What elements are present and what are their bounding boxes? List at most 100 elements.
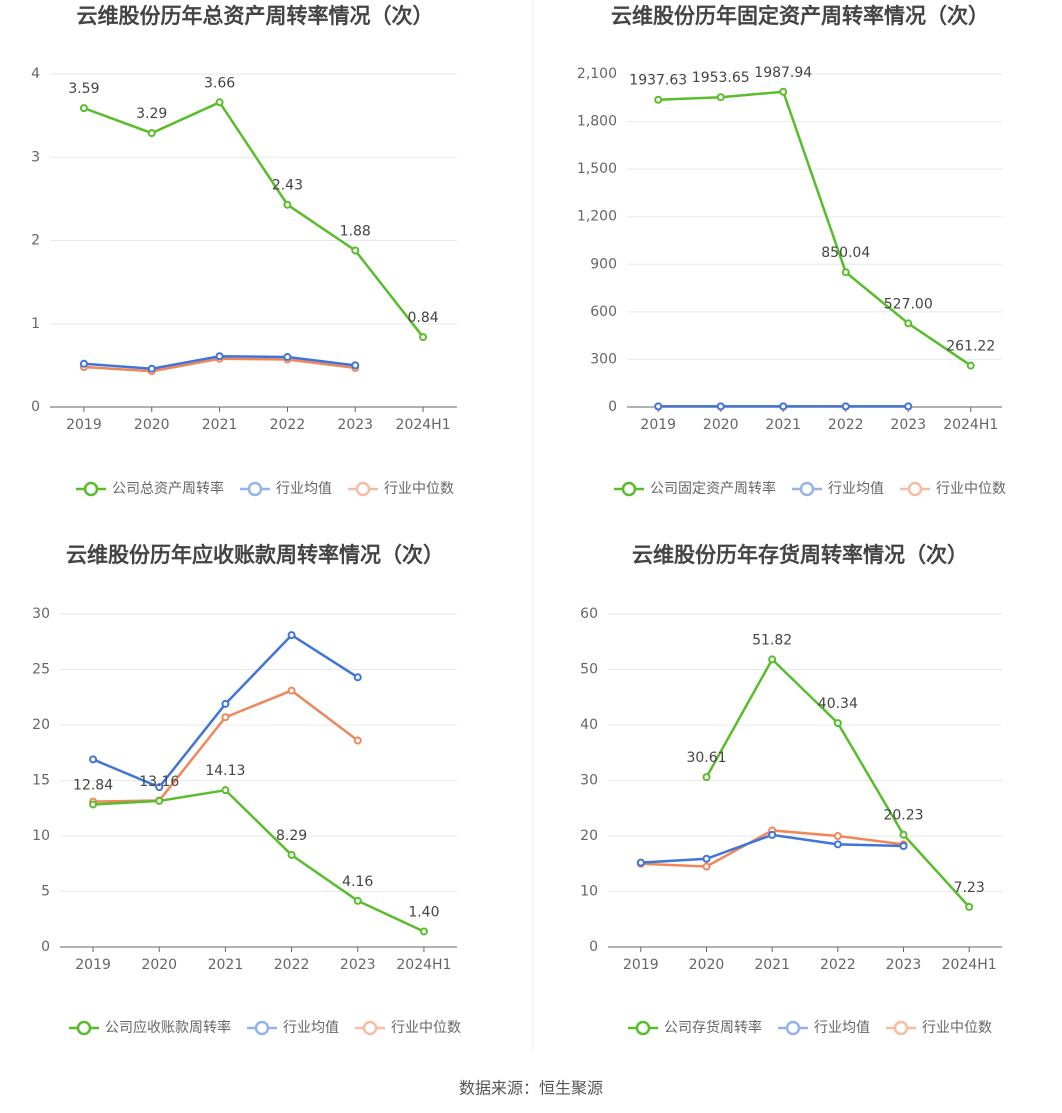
legend-label: 行业均值 bbox=[283, 1020, 339, 1036]
data-label: 12.84 bbox=[73, 777, 113, 793]
data-point bbox=[283, 200, 292, 209]
data-point bbox=[899, 830, 908, 839]
data-point bbox=[768, 655, 777, 664]
data-label: 527.00 bbox=[884, 296, 933, 312]
data-point bbox=[287, 631, 296, 640]
y-tick-label: 60 bbox=[580, 606, 598, 622]
y-tick-label: 20 bbox=[32, 717, 50, 733]
data-point bbox=[221, 786, 230, 795]
y-tick-label: 20 bbox=[580, 828, 598, 844]
y-tick-label: 4 bbox=[31, 66, 40, 82]
legend-label: 行业均值 bbox=[276, 481, 332, 497]
x-tick-label: 2021 bbox=[208, 957, 244, 973]
data-point bbox=[147, 364, 156, 373]
legend: 公司应收账款周转率 行业均值 行业中位数 bbox=[69, 1019, 461, 1036]
data-label: 3.66 bbox=[204, 75, 235, 91]
data-point bbox=[702, 862, 711, 871]
data-point bbox=[351, 246, 360, 255]
data-point bbox=[89, 755, 98, 764]
data-point bbox=[353, 673, 362, 682]
x-tick-label: 2024H1 bbox=[943, 417, 998, 433]
x-tick-label: 2022 bbox=[820, 957, 856, 973]
y-tick-label: 0 bbox=[41, 939, 50, 955]
data-point bbox=[215, 98, 224, 107]
data-label: 850.04 bbox=[821, 245, 870, 261]
data-label: 1937.63 bbox=[629, 73, 687, 89]
y-tick-label: 0 bbox=[31, 399, 40, 415]
y-tick-label: 1 bbox=[31, 316, 40, 332]
y-tick-label: 1,200 bbox=[577, 209, 617, 225]
data-point bbox=[654, 95, 663, 104]
data-label: 3.29 bbox=[136, 106, 167, 122]
data-label: 1.88 bbox=[340, 223, 371, 239]
footer: 数据来源：恒生聚源 bbox=[459, 1079, 603, 1098]
legend: 公司固定资产周转率 行业均值 行业中位数 bbox=[614, 480, 1006, 497]
x-tick-label: 2022 bbox=[270, 417, 306, 433]
legend-label: 行业均值 bbox=[828, 481, 884, 497]
chart-title: 云维股份历年总资产周转率情况（次） bbox=[77, 4, 434, 28]
legend-icon bbox=[355, 481, 371, 497]
data-point bbox=[654, 402, 663, 411]
x-tick-label: 2020 bbox=[703, 417, 739, 433]
x-tick-label: 2023 bbox=[890, 417, 926, 433]
legend-label: 公司应收账款周转率 bbox=[105, 1019, 231, 1036]
series-line bbox=[83, 100, 425, 338]
data-point bbox=[904, 402, 913, 411]
x-tick-label: 2023 bbox=[340, 957, 376, 973]
data-point bbox=[419, 927, 428, 936]
chart-title: 云维股份历年存货周转率情况（次） bbox=[632, 543, 968, 567]
x-tick-label: 2019 bbox=[75, 957, 111, 973]
data-label: 40.34 bbox=[818, 696, 858, 712]
data-point bbox=[155, 796, 164, 805]
data-point bbox=[779, 87, 788, 96]
x-tick-label: 2024H1 bbox=[396, 957, 451, 973]
x-tick-label: 2023 bbox=[337, 417, 373, 433]
legend-label: 公司存货周转率 bbox=[664, 1019, 762, 1036]
data-point bbox=[779, 402, 788, 411]
data-point bbox=[147, 129, 156, 138]
y-tick-label: 300 bbox=[590, 351, 617, 367]
x-tick-label: 2019 bbox=[640, 417, 676, 433]
legend-label: 行业中位数 bbox=[922, 1020, 992, 1036]
data-point bbox=[702, 773, 711, 782]
data-point bbox=[636, 858, 645, 867]
legend-icon bbox=[893, 1020, 909, 1036]
x-tick-label: 2022 bbox=[828, 417, 864, 433]
chart-title: 云维股份历年固定资产周转率情况（次） bbox=[611, 4, 989, 28]
data-point bbox=[833, 840, 842, 849]
y-tick-label: 900 bbox=[590, 256, 617, 272]
legend-icon bbox=[621, 481, 637, 497]
data-point bbox=[287, 686, 296, 695]
y-tick-label: 30 bbox=[32, 606, 50, 622]
data-point bbox=[833, 719, 842, 728]
data-point bbox=[351, 361, 360, 370]
data-label: 20.23 bbox=[883, 808, 923, 824]
y-tick-label: 5 bbox=[41, 884, 50, 900]
data-point bbox=[283, 353, 292, 362]
y-tick-label: 0 bbox=[589, 939, 598, 955]
y-tick-label: 10 bbox=[32, 828, 50, 844]
data-point bbox=[899, 841, 908, 850]
legend-icon bbox=[254, 1020, 270, 1036]
x-tick-label: 2020 bbox=[134, 417, 170, 433]
y-tick-label: 30 bbox=[580, 773, 598, 789]
data-label: 14.13 bbox=[205, 763, 245, 779]
legend-icon bbox=[799, 481, 815, 497]
data-point bbox=[221, 699, 230, 708]
legend: 公司存货周转率 行业均值 行业中位数 bbox=[628, 1019, 992, 1036]
legend-label: 行业中位数 bbox=[384, 481, 454, 497]
data-point bbox=[287, 850, 296, 859]
data-point bbox=[89, 800, 98, 809]
y-tick-label: 1,500 bbox=[577, 161, 617, 177]
data-point bbox=[841, 402, 850, 411]
y-tick-label: 15 bbox=[32, 773, 50, 789]
data-point bbox=[768, 830, 777, 839]
legend-label: 行业均值 bbox=[814, 1020, 870, 1036]
legend-icon bbox=[247, 481, 263, 497]
data-label: 1953.65 bbox=[692, 70, 750, 86]
data-label: 51.82 bbox=[752, 632, 792, 648]
data-label: 1987.94 bbox=[754, 65, 812, 81]
data-point bbox=[965, 902, 974, 911]
data-point bbox=[966, 361, 975, 370]
